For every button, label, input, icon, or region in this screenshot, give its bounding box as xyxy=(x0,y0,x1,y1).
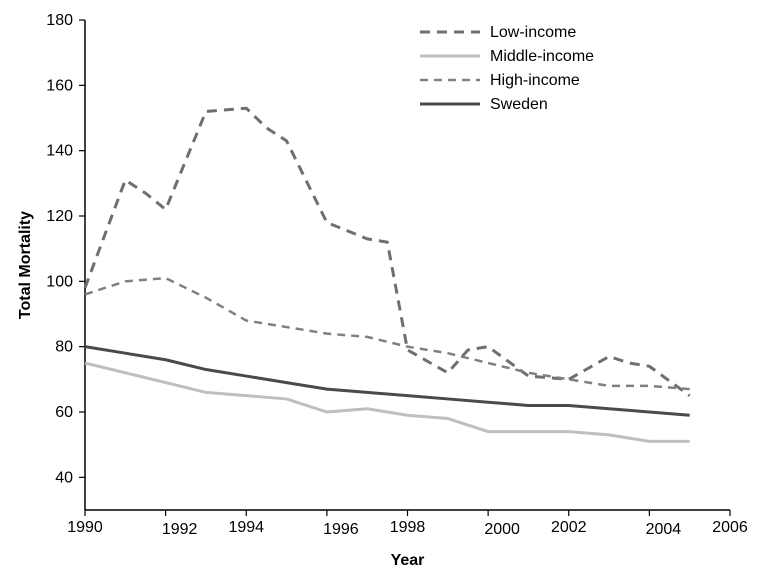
mortality-chart: 40 60 80 100 120 140 160 180 1990 1992 1994 1996 199… xyxy=(0,0,760,585)
y-tick-label: 120 xyxy=(46,208,73,225)
series-middle-income xyxy=(85,363,690,441)
x-tick-label: 1996 xyxy=(323,521,359,538)
x-tick-label: 1994 xyxy=(228,519,264,536)
chart-svg: 40 60 80 100 120 140 160 180 1990 1992 1994 1996 199… xyxy=(0,0,760,585)
y-tick-label: 180 xyxy=(46,12,73,29)
x-tick-label: 1990 xyxy=(67,519,103,536)
x-tick-label: 2002 xyxy=(551,519,587,536)
x-tick-label: 1998 xyxy=(390,519,426,536)
y-tick-label: 40 xyxy=(55,469,73,486)
y-tick-label: 60 xyxy=(55,404,73,421)
series-sweden xyxy=(85,347,690,416)
legend-label: High-income xyxy=(490,72,580,89)
x-tick-label: 2000 xyxy=(484,521,520,538)
legend-label: Sweden xyxy=(490,96,548,113)
y-tick-label: 100 xyxy=(46,273,73,290)
series-low-income xyxy=(85,108,690,395)
legend-label: Middle-income xyxy=(490,48,594,65)
x-tick-label: 2006 xyxy=(712,519,748,536)
y-tick-label: 160 xyxy=(46,77,73,94)
legend-label: Low-income xyxy=(490,24,576,41)
series-high-income xyxy=(85,278,690,389)
x-axis-label: Year xyxy=(391,552,425,569)
x-tick-label: 2004 xyxy=(646,521,682,538)
y-tick-label: 140 xyxy=(46,143,73,160)
y-axis-label: Total Mortality xyxy=(17,211,34,319)
x-tick-label: 1992 xyxy=(162,521,198,538)
y-tick-label: 80 xyxy=(55,339,73,356)
